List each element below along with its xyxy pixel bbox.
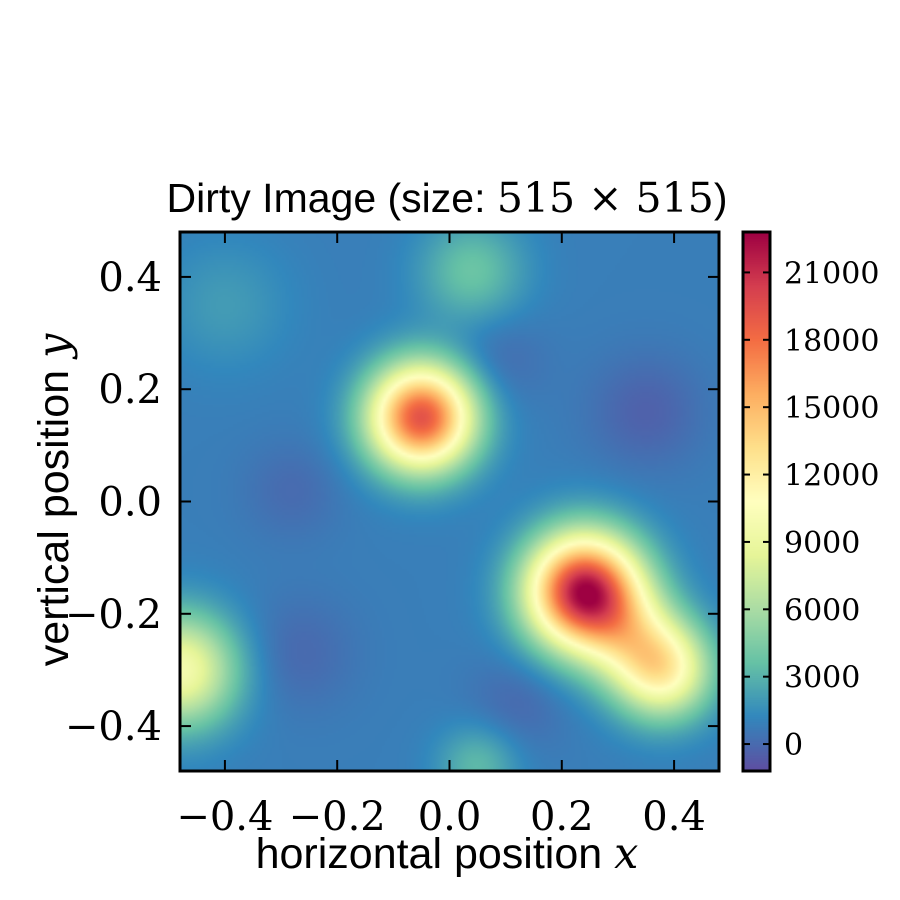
x-tick-label: 0.2 bbox=[530, 794, 594, 840]
y-axis-label-var: y bbox=[29, 333, 79, 360]
axis-ticks bbox=[180, 232, 719, 771]
y-tick-label: 0.2 bbox=[98, 367, 162, 413]
heatmap-area bbox=[180, 232, 719, 771]
colorbar-tick-label: 18000 bbox=[784, 324, 879, 359]
colorbar-tick-labels: 0 3000 6000 9000 12000 15000 18000 21000 bbox=[784, 256, 879, 763]
plot-frame bbox=[178, 230, 721, 773]
colorbar-tick-label: 0 bbox=[784, 728, 803, 763]
x-axis-label-text: horizontal position bbox=[256, 830, 615, 878]
y-tick-label: −0.4 bbox=[65, 704, 162, 750]
x-tick-label: 0.0 bbox=[418, 794, 482, 840]
x-axis-label: horizontal position x bbox=[256, 829, 639, 879]
colorbar-tick-label: 12000 bbox=[784, 459, 879, 494]
colorbar-tick-label: 9000 bbox=[784, 526, 860, 561]
colorbar-tick-label: 21000 bbox=[784, 256, 879, 291]
y-tick-labels: −0.4 −0.2 0.0 0.2 0.4 bbox=[65, 255, 162, 750]
y-axis-label: vertical position y bbox=[29, 333, 79, 666]
colorbar-tick-label: 3000 bbox=[784, 661, 860, 696]
x-tick-label: 0.4 bbox=[642, 794, 706, 840]
y-tick-label: −0.2 bbox=[65, 592, 162, 638]
chart-title-close: ) bbox=[714, 175, 728, 221]
chart-title-math: 515 × 515 bbox=[497, 174, 714, 222]
colorbar-tick-label: 15000 bbox=[784, 391, 879, 426]
x-tick-labels: −0.4 −0.2 0.0 0.2 0.4 bbox=[176, 794, 706, 840]
chart-title: Dirty Image (size: 515 × 515) bbox=[167, 174, 728, 222]
colorbar: 0 3000 6000 9000 12000 15000 18000 21000 bbox=[741, 230, 879, 773]
x-tick-label: −0.4 bbox=[176, 794, 273, 840]
y-axis-label-text: vertical position bbox=[30, 358, 78, 666]
x-axis-label-var: x bbox=[614, 829, 638, 879]
colorbar-tick-label: 6000 bbox=[784, 593, 860, 628]
colorbar-frame bbox=[741, 230, 772, 773]
colorbar-gradient bbox=[743, 232, 770, 771]
chart-title-text: Dirty Image (size: bbox=[167, 175, 497, 221]
y-tick-label: 0.0 bbox=[98, 480, 162, 526]
x-tick-label: −0.2 bbox=[289, 794, 386, 840]
heatmap-image bbox=[180, 232, 719, 771]
y-tick-label: 0.4 bbox=[98, 255, 162, 301]
